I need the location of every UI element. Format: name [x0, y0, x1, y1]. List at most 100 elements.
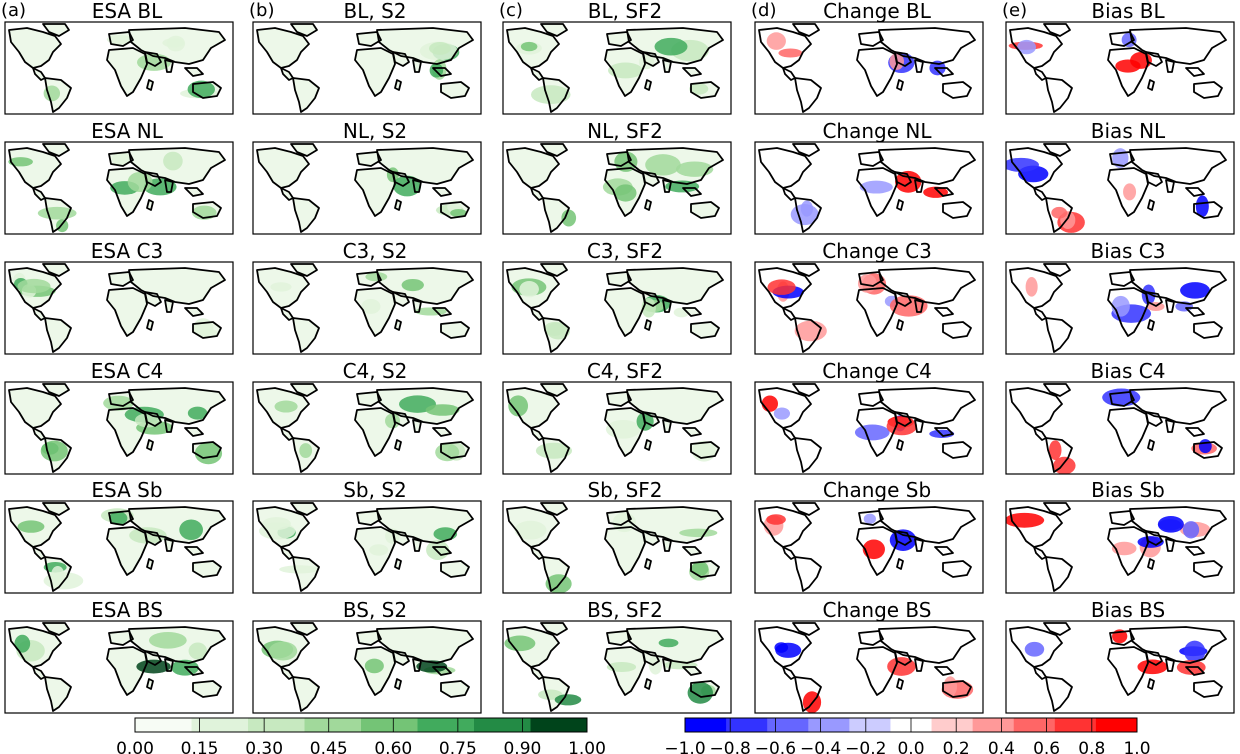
- map-panel: [4, 620, 234, 714]
- value-patch: [504, 635, 536, 652]
- value-patch: [800, 200, 813, 217]
- value-patch: [188, 642, 208, 660]
- value-patch: [514, 520, 547, 540]
- value-patch: [1048, 440, 1062, 460]
- panel-frame: [502, 261, 732, 355]
- value-patch: [1198, 439, 1212, 454]
- value-patch: [886, 417, 918, 436]
- panel-title: Change C4: [822, 359, 932, 383]
- colorbar-swatch: [530, 718, 588, 732]
- value-patch: [194, 442, 223, 465]
- panel-frame: [252, 381, 482, 475]
- value-patch: [859, 180, 893, 194]
- panel-title: Change NL: [822, 119, 932, 143]
- value-patch: [767, 279, 796, 295]
- value-patch: [608, 62, 643, 79]
- panel-title: Bias C3: [1091, 239, 1166, 263]
- panel-title: BL, SF2: [588, 0, 663, 23]
- value-patch: [605, 419, 641, 439]
- value-patch: [425, 404, 460, 416]
- value-patch: [299, 443, 313, 459]
- panel-title: Bias Sb: [1091, 478, 1165, 502]
- colorbar-tick-label: −0.8: [710, 739, 751, 754]
- value-patch: [162, 38, 185, 48]
- value-patch: [766, 514, 786, 525]
- panel-title: ESA NL: [91, 119, 164, 143]
- colorbar-tick-label: −1.0: [664, 739, 705, 754]
- colorbar-swatch: [767, 718, 809, 732]
- map-panel: [502, 620, 732, 714]
- panel-title: Sb, S2: [343, 478, 407, 502]
- panel-frame: [754, 141, 984, 235]
- value-patch: [129, 527, 167, 544]
- panel-title: Sb, SF2: [587, 478, 662, 502]
- value-patch: [17, 520, 45, 533]
- panel-title: ESA C4: [91, 359, 163, 383]
- value-patch: [691, 561, 709, 576]
- colorbar-tick-label: 0.45: [310, 739, 348, 754]
- value-patch: [687, 682, 713, 704]
- colorbar-tick-label: 0.15: [181, 739, 219, 754]
- map-panel: [4, 261, 234, 355]
- value-patch: [14, 634, 31, 653]
- value-patch: [614, 151, 638, 172]
- panel-title: ESA BL: [92, 0, 163, 23]
- colorbar-tick-label: 0.30: [245, 739, 283, 754]
- colorbar-tick-label: −0.4: [800, 739, 841, 754]
- value-patch: [187, 406, 208, 420]
- panel-frame: [754, 620, 984, 714]
- map-panel: [502, 381, 732, 475]
- value-patch: [530, 85, 571, 104]
- value-patch: [1053, 456, 1076, 474]
- value-patch: [56, 219, 69, 233]
- map-panel: [4, 381, 234, 475]
- value-patch: [1157, 515, 1184, 533]
- value-patch: [8, 157, 33, 167]
- colorbar-tick-label: 1.0: [1123, 739, 1150, 754]
- colorbar-tick-label: 0.90: [503, 739, 541, 754]
- value-patch: [689, 83, 709, 95]
- value-patch: [1184, 640, 1206, 663]
- panel-title: C4, S2: [343, 359, 408, 383]
- colorbar-swatch: [248, 718, 305, 732]
- panel-frame: [502, 381, 732, 475]
- panel-frame: [754, 261, 984, 355]
- column-label: (a): [1, 0, 26, 21]
- map-panel: [1005, 620, 1235, 714]
- panel-title: Bias NL: [1091, 119, 1166, 143]
- column-label: (e): [1002, 0, 1027, 21]
- panel-frame: [1005, 141, 1235, 235]
- map-panel: [1005, 500, 1235, 594]
- colorbar-swatch: [361, 718, 418, 732]
- map-panel: [754, 381, 984, 475]
- value-patch: [658, 638, 679, 648]
- panel-frame: [252, 500, 482, 594]
- value-patch: [1130, 51, 1152, 69]
- panel-frame: [4, 620, 234, 714]
- map-panel: [754, 500, 984, 594]
- value-patch: [109, 511, 128, 525]
- map-panel: [4, 500, 234, 594]
- value-patch: [775, 642, 802, 658]
- map-panel: [754, 261, 984, 355]
- panel-frame: [502, 21, 732, 115]
- panel-title: Bias BS: [1091, 598, 1165, 622]
- map-panel: [1005, 141, 1235, 235]
- panel-frame: [1005, 21, 1235, 115]
- value-patch: [773, 407, 791, 420]
- value-patch: [508, 395, 529, 417]
- panel-frame: [252, 141, 482, 235]
- value-patch: [361, 298, 381, 314]
- value-patch: [1006, 157, 1040, 172]
- panel-title: ESA Sb: [91, 478, 162, 502]
- colorbar-tick-label: 0.75: [439, 739, 477, 754]
- colorbar-tick-label: 0.00: [116, 739, 154, 754]
- diverging-colorbar: −1.0 −0.8 −0.6 −0.4 −0.2 0.0 0.2 0.4 0.6 0.8 1.0: [664, 717, 1151, 754]
- value-patch: [51, 566, 65, 582]
- map-panel: [252, 500, 482, 594]
- value-patch: [106, 34, 134, 45]
- map-panel: [502, 261, 732, 355]
- panel-title: ESA BS: [91, 598, 163, 622]
- value-patch: [428, 41, 451, 55]
- colorbar-swatch: [1013, 718, 1056, 732]
